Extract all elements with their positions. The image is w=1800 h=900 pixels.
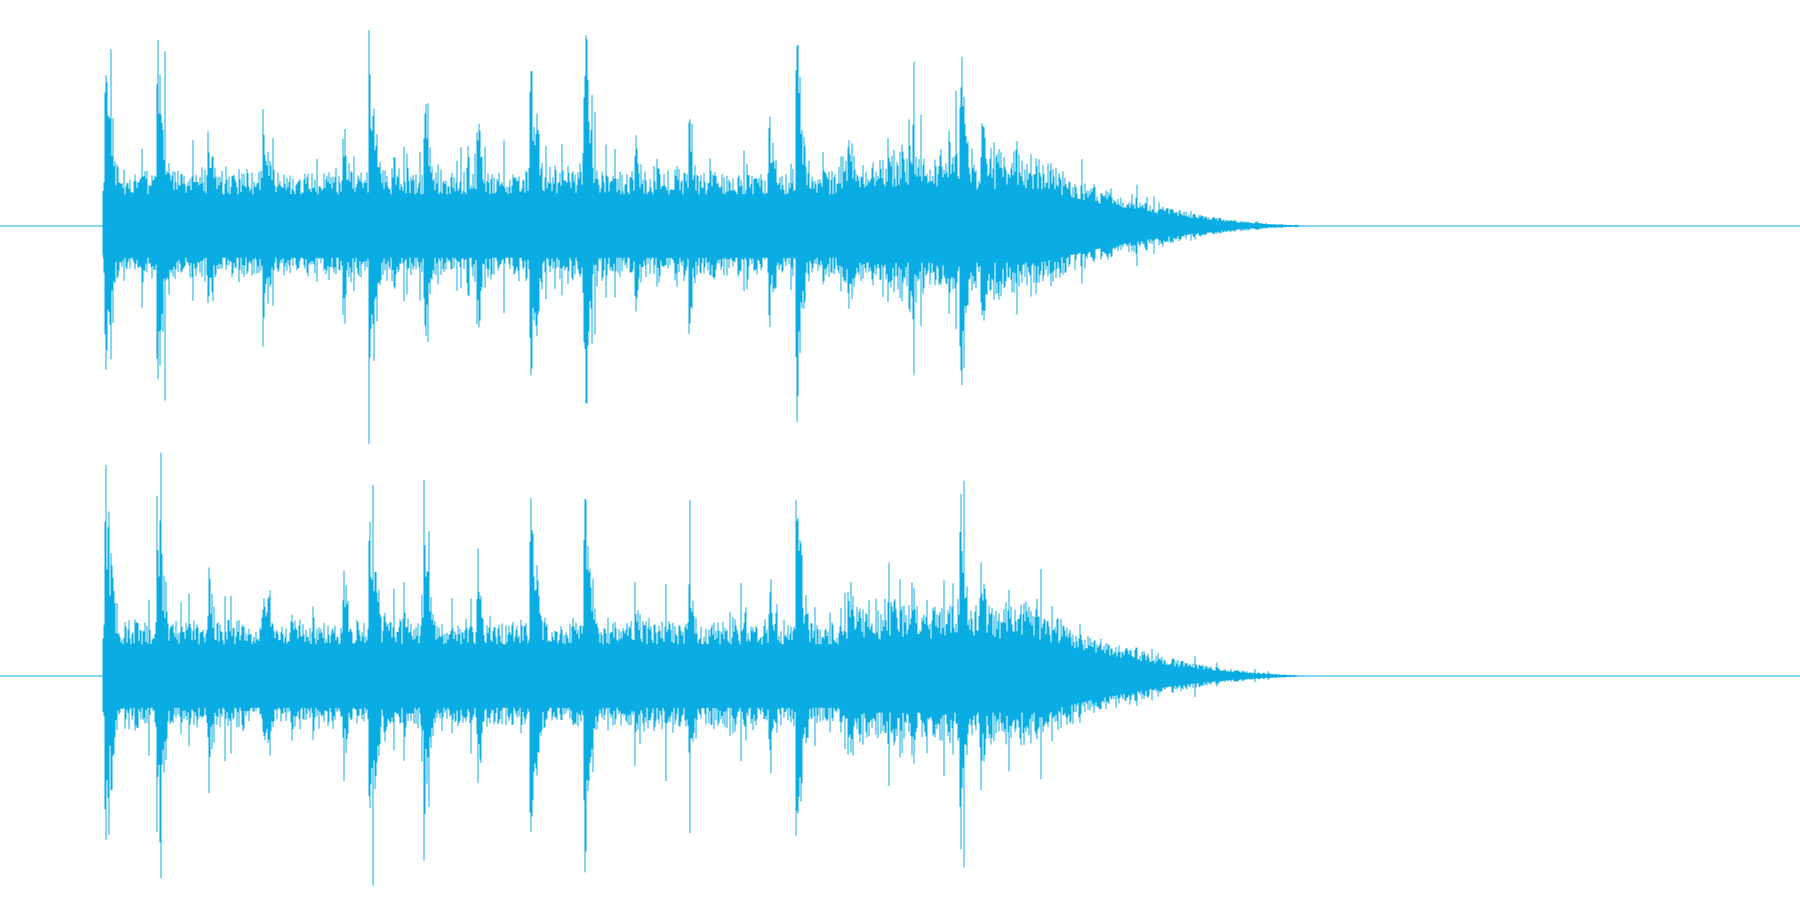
channel-waveform-core [103, 639, 1339, 713]
channel-waveform-core [103, 189, 1339, 263]
waveform-channel-right [0, 452, 1800, 886]
waveform-channel-left [0, 30, 1800, 444]
